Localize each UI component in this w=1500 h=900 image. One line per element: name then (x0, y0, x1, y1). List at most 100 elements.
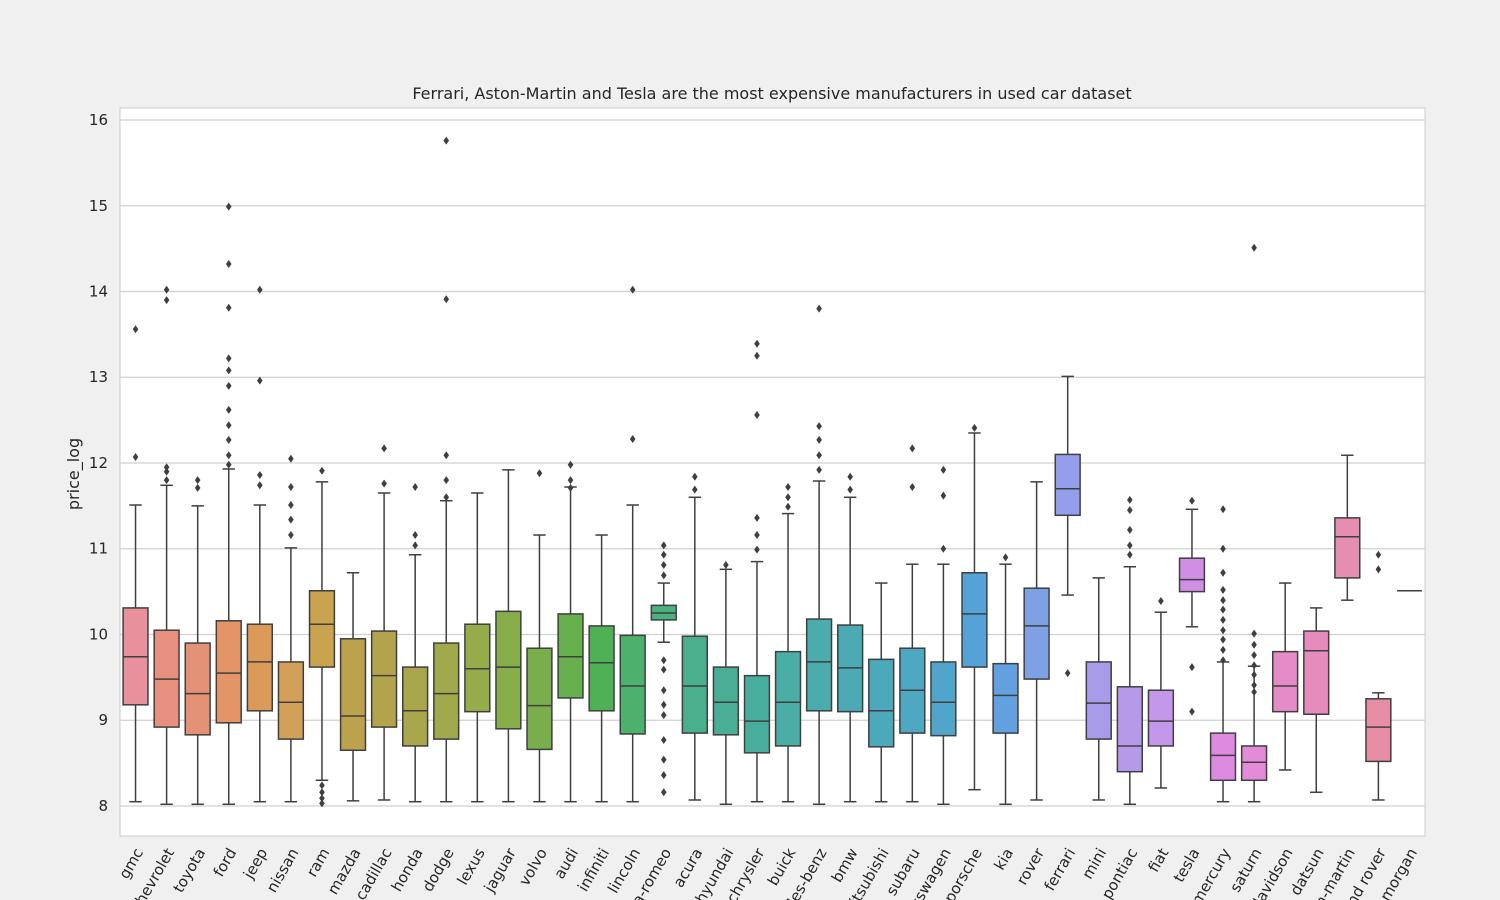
box (1272, 650, 1299, 713)
outlier (754, 351, 760, 360)
x-tick-label: kia (990, 845, 1017, 873)
outlier (754, 531, 760, 540)
outlier (660, 550, 667, 559)
x-tick-label: audi (550, 845, 582, 882)
outlier (847, 472, 853, 481)
outlier (816, 451, 822, 460)
outlier (319, 466, 325, 475)
outlier (381, 444, 387, 453)
outlier (163, 467, 170, 476)
box (1209, 732, 1237, 782)
outlier (194, 483, 201, 492)
outlier (1251, 651, 1257, 660)
outlier (660, 571, 667, 580)
x-tick-label: ram (303, 845, 334, 880)
outlier (412, 541, 418, 550)
outlier (225, 303, 232, 312)
outlier (1251, 640, 1257, 649)
outlier (723, 561, 729, 570)
x-tick-label: ferrari (1040, 845, 1079, 894)
outlier (660, 788, 667, 797)
y-tick-label: 16 (89, 111, 108, 129)
box (1085, 661, 1112, 740)
outlier (257, 481, 263, 490)
box (433, 642, 460, 740)
outlier (816, 435, 822, 444)
outlier (1251, 681, 1257, 690)
outlier (163, 463, 170, 472)
box (526, 647, 553, 751)
outlier (257, 285, 263, 294)
box (215, 620, 242, 724)
outlier (816, 465, 822, 474)
outlier (754, 339, 760, 348)
x-tick-label: gmc (115, 845, 147, 882)
outlier (1158, 597, 1164, 606)
outlier (1375, 550, 1382, 559)
box (961, 572, 988, 668)
outlier (1220, 568, 1226, 577)
box (1365, 698, 1392, 763)
outlier (660, 735, 667, 744)
box (495, 610, 522, 730)
outlier (1251, 629, 1257, 638)
box (184, 642, 211, 736)
outlier (319, 799, 325, 808)
outlier (754, 545, 760, 554)
outlier (940, 465, 947, 474)
outlier (909, 483, 916, 492)
outlier (225, 260, 232, 269)
outlier (288, 531, 294, 540)
box (246, 623, 273, 712)
outlier (257, 376, 263, 385)
box (370, 630, 398, 728)
y-tick-label: 9 (98, 711, 108, 729)
outlier (660, 771, 667, 780)
outlier (660, 665, 667, 674)
outlier (225, 421, 232, 430)
outlier (225, 354, 232, 363)
outlier (1220, 626, 1226, 635)
x-tick-label: dodge (419, 845, 458, 895)
x-tick-label: jeep (239, 845, 271, 883)
box (464, 623, 491, 713)
outlier (319, 788, 325, 797)
outlier (225, 381, 232, 390)
outlier (381, 479, 387, 488)
box (930, 661, 957, 737)
box (681, 635, 709, 734)
outlier (443, 476, 450, 485)
outlier (1251, 243, 1257, 252)
box (1147, 689, 1175, 747)
outlier (443, 451, 450, 460)
outlier (257, 471, 263, 480)
outlier (660, 711, 667, 720)
box (743, 674, 771, 754)
outlier (816, 422, 822, 431)
outlier (754, 513, 760, 522)
outlier (1127, 550, 1133, 559)
outlier (1220, 544, 1226, 553)
outlier (163, 296, 170, 305)
chart-title: Ferrari, Aston-Martin and Tesla are the … (412, 84, 1131, 103)
outlier (785, 502, 791, 511)
box (805, 618, 833, 712)
outlier (660, 700, 667, 709)
outlier (1375, 565, 1382, 574)
outlier (1220, 596, 1226, 605)
y-tick-label: 11 (89, 540, 108, 558)
outlier (163, 476, 170, 485)
outlier (163, 285, 170, 294)
box (277, 661, 305, 740)
outlier (1220, 635, 1226, 644)
outlier (660, 686, 667, 695)
box (992, 662, 1019, 734)
outlier (1189, 496, 1195, 505)
box (1334, 517, 1361, 579)
outlier (319, 794, 325, 803)
x-tick-label: mini (1078, 845, 1110, 882)
outlier (1189, 707, 1195, 716)
box (712, 666, 740, 736)
box (557, 613, 584, 699)
